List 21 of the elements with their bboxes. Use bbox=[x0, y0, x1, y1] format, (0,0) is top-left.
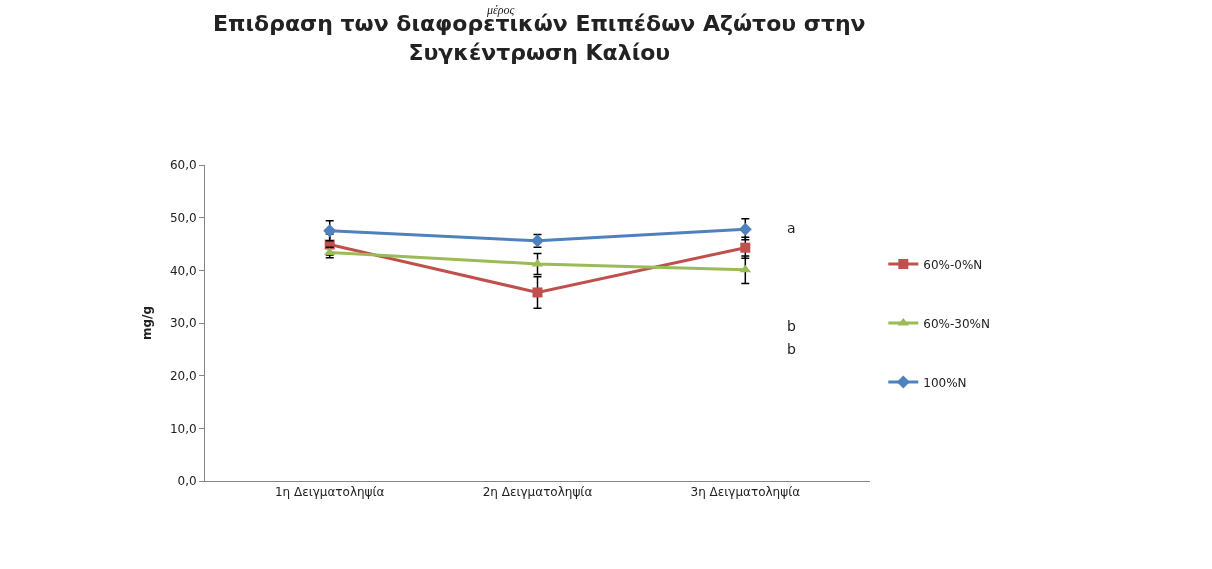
y-tick-label: 20,0 bbox=[169, 368, 197, 383]
y-tick-label: 60,0 bbox=[169, 158, 197, 173]
point bbox=[532, 287, 543, 298]
y-tick-label: 40,0 bbox=[169, 263, 197, 278]
annotation: b bbox=[787, 341, 796, 357]
y-axis-title: mg/g bbox=[140, 305, 155, 341]
annotation: b bbox=[787, 318, 796, 334]
x-tick-label: 2η Δειγματοληψία bbox=[482, 485, 593, 500]
y-tick-label: 10,0 bbox=[169, 421, 197, 436]
annotation: a bbox=[787, 220, 796, 236]
x-tick-label: 3η Δειγματοληψία bbox=[690, 485, 801, 500]
y-tick-label: 30,0 bbox=[169, 316, 197, 331]
point bbox=[323, 224, 337, 238]
legend-label: 60%-30%N bbox=[923, 316, 990, 331]
legend-label: 60%-0%N bbox=[923, 257, 983, 272]
y-tick-label: 0,0 bbox=[177, 474, 197, 489]
point bbox=[740, 242, 751, 253]
y-tick-label: 50,0 bbox=[169, 210, 197, 225]
point bbox=[738, 222, 752, 236]
x-tick-label: 1η Δειγματοληψία bbox=[274, 485, 385, 500]
legend-label: 100%N bbox=[923, 375, 967, 390]
